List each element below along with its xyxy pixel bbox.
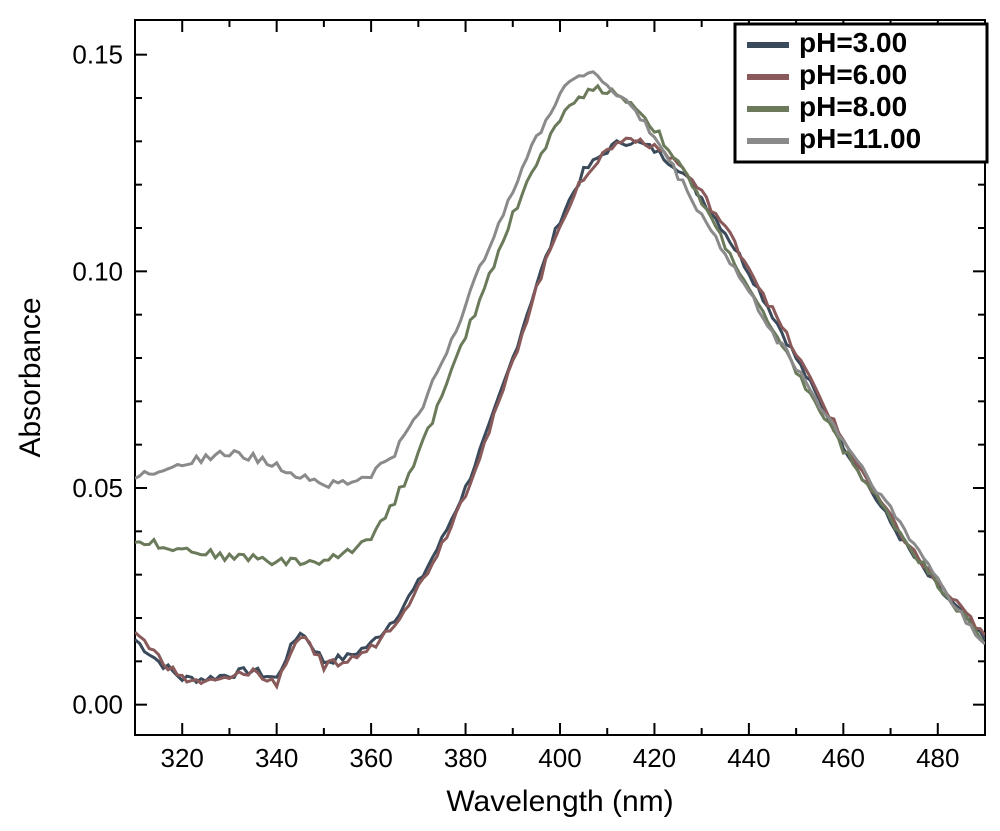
legend-label: pH=8.00 [799,91,907,122]
x-tick-label: 400 [538,743,581,773]
y-tick-label: 0.10 [72,256,123,286]
x-tick-label: 480 [916,743,959,773]
x-tick-label: 380 [444,743,487,773]
legend-swatch [747,106,789,112]
x-tick-label: 440 [727,743,770,773]
series-pH=8.00 [135,86,985,644]
y-tick-label: 0.05 [72,473,123,503]
legend-label: pH=11.00 [799,123,921,154]
legend-label: pH=6.00 [799,59,907,90]
x-tick-label: 340 [255,743,298,773]
x-tick-label: 360 [349,743,392,773]
y-axis-label: Absorbance [14,297,47,457]
legend-swatch [747,42,789,48]
x-tick-label: 460 [822,743,865,773]
x-axis-label: Wavelength (nm) [446,785,673,818]
legend-swatch [747,74,789,80]
x-tick-label: 320 [161,743,204,773]
legend-swatch [747,138,789,144]
series-pH=3.00 [135,141,985,683]
absorbance-spectrum-chart: 320 340 360 380 400 420 440 460 480 0.00 0.05 0.10 0… [0,0,1000,831]
y-tick-label: 0.00 [72,690,123,720]
x-tick-label: 420 [633,743,676,773]
legend-label: pH=3.00 [799,27,907,58]
y-tick-label: 0.15 [72,40,123,70]
